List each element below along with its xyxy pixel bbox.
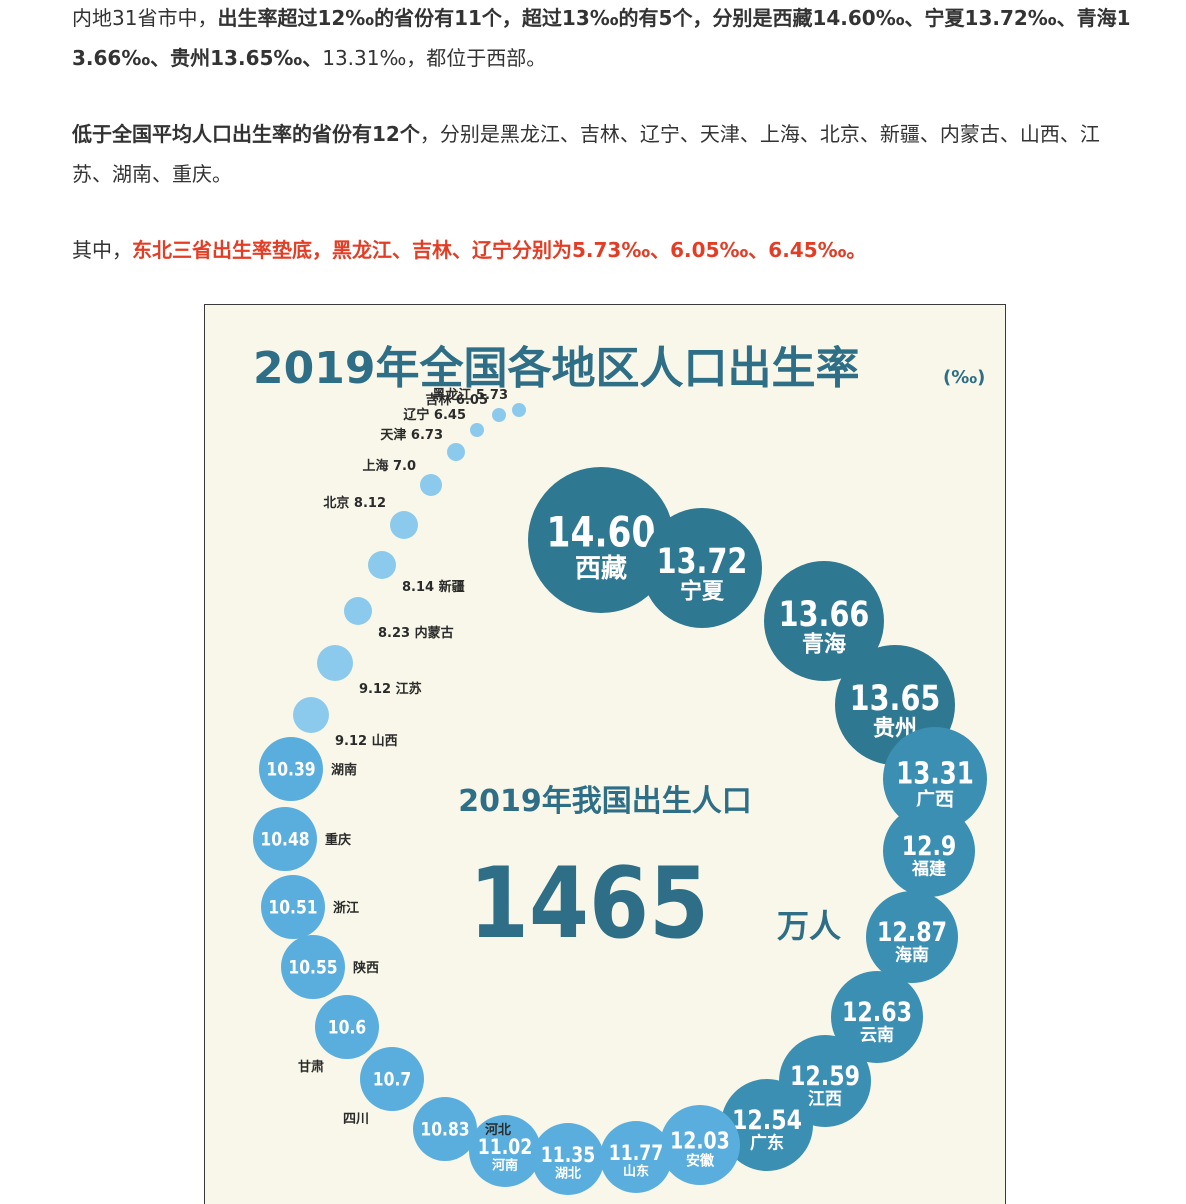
- bubble-name-5: 福建: [911, 858, 946, 879]
- bubble-label-24: 8.14 新疆: [402, 579, 465, 595]
- bubble-value-12: 11.35: [541, 1142, 595, 1167]
- bubble-21: [293, 697, 329, 733]
- bubble-name-7: 云南: [860, 1024, 894, 1045]
- bubble-name-19: 重庆: [325, 832, 351, 848]
- bubble-value-9: 12.54: [732, 1104, 802, 1136]
- bubble-name-2: 青海: [802, 631, 846, 657]
- bubble-label-23: 8.23 内蒙古: [378, 625, 454, 641]
- bubble-label-29: 吉林 6.05: [425, 392, 488, 408]
- bubble-27: [447, 443, 465, 461]
- bubble-value-15: 10.7: [373, 1069, 411, 1091]
- bubble-name-8: 江西: [808, 1089, 842, 1109]
- bubble-value-20: 10.39: [266, 759, 315, 781]
- bubble-18: [261, 875, 325, 939]
- center-unit: 万人: [777, 907, 841, 945]
- bubble-13: [469, 1115, 541, 1187]
- bubble-name-11: 山东: [623, 1163, 649, 1179]
- bubble-23: [344, 597, 372, 625]
- bubble-2: [764, 561, 884, 681]
- p2-tail: ，分别是黑龙江、吉林、辽宁、天津、上海、北京、新疆、内蒙古、山西、江苏、湖南、重…: [72, 122, 1100, 186]
- p2-bold: 低于全国平均人口出生率的省份有12个: [72, 122, 420, 146]
- bubble-14: [413, 1097, 477, 1161]
- bubble-name-0: 西藏: [575, 554, 627, 584]
- bubble-10: [660, 1105, 740, 1185]
- bubble-4: [883, 727, 987, 831]
- bubble-value-6: 12.87: [877, 916, 947, 948]
- bubble-11: [600, 1121, 672, 1193]
- bubble-name-10: 安徽: [686, 1152, 715, 1169]
- bubble-16: [315, 995, 379, 1059]
- bubble-value-2: 13.66: [779, 593, 870, 635]
- bubble-value-10: 12.03: [670, 1127, 730, 1154]
- chart-title-unit: (‰): [943, 367, 985, 388]
- bubble-name-18: 浙江: [333, 900, 359, 916]
- bubble-5: [883, 805, 975, 897]
- center-caption: 2019年我国出生人口: [458, 784, 752, 819]
- bubble-value-16: 10.6: [328, 1017, 366, 1039]
- bubble-7: [831, 971, 923, 1063]
- bubble-9: [721, 1079, 813, 1171]
- bubble-label-25: 北京 8.12: [323, 495, 386, 511]
- paragraph-northeast: 其中，东北三省出生率垫底，黑龙江、吉林、辽宁分别为5.73‰、6.05‰、6.4…: [72, 230, 1132, 270]
- bubble-label-22: 9.12 江苏: [359, 681, 422, 697]
- p3-intro: 其中，: [72, 238, 132, 262]
- bubble-22: [317, 645, 353, 681]
- bubble-28: [470, 423, 484, 437]
- bubble-6: [866, 891, 958, 983]
- bubble-12: [532, 1123, 604, 1195]
- bubble-label-30: 黑龙江 5.73: [432, 387, 508, 403]
- bubble-value-7: 12.63: [842, 996, 912, 1028]
- bubble-value-13: 11.02: [478, 1134, 532, 1159]
- p1-bold: 出生率超过12‰的省份有11个，超过13‰的有5个，分别是西藏14.60‰、宁夏…: [72, 6, 1131, 70]
- bubble-value-1: 13.72: [657, 540, 748, 582]
- bubble-20: [259, 737, 323, 801]
- p1-tail: 13.31‰，都位于西部。: [322, 46, 547, 70]
- bubble-value-17: 10.55: [288, 957, 337, 979]
- p3-highlight: 东北三省出生率垫底，黑龙江、吉林、辽宁分别为5.73‰、6.05‰、6.45‰。: [132, 238, 867, 262]
- bubble-name-1: 宁夏: [680, 578, 725, 604]
- bubble-name-20: 湖南: [331, 762, 357, 778]
- bubble-value-0: 14.60: [547, 508, 656, 557]
- bubble-26: [420, 474, 442, 496]
- paragraph-high-birth-rate: 内地31省市中，出生率超过12‰的省份有11个，超过13‰的有5个，分别是西藏1…: [72, 0, 1132, 78]
- bubble-1: [642, 508, 762, 628]
- bubble-value-8: 12.59: [790, 1060, 860, 1092]
- bubble-name-15: 四川: [343, 1112, 369, 1127]
- birth-rate-infographic: 2019年全国各地区人口出生率 (‰) 14.60 西藏 13.72 宁夏 13.66 青…: [204, 304, 1006, 1204]
- bubble-value-14: 10.83: [420, 1119, 469, 1141]
- bubble-label-28: 辽宁 6.45: [403, 407, 466, 423]
- bubble-25: [390, 511, 418, 539]
- bubble-30: [512, 403, 526, 417]
- bubble-name-6: 海南: [895, 944, 929, 965]
- bubble-name-4: 广西: [916, 787, 954, 810]
- bubble-29: [492, 408, 506, 422]
- bubble-value-5: 12.9: [902, 830, 957, 862]
- bubble-24: [368, 551, 396, 579]
- bubble-name-16: 甘肃: [298, 1059, 324, 1075]
- bubble-label-27: 天津 6.73: [380, 427, 443, 443]
- bubble-label-26: 上海 7.0: [362, 458, 416, 474]
- paragraph-below-average: 低于全国平均人口出生率的省份有12个，分别是黑龙江、吉林、辽宁、天津、上海、北京…: [72, 114, 1132, 194]
- bubble-15: [360, 1047, 424, 1111]
- bubble-value-19: 10.48: [260, 829, 309, 851]
- bubble-value-4: 13.31: [896, 757, 974, 791]
- bubble-value-18: 10.51: [268, 897, 317, 919]
- chart-title: 2019年全国各地区人口出生率: [253, 343, 859, 394]
- bubble-17: [281, 935, 345, 999]
- bubble-value-11: 11.77: [609, 1140, 663, 1165]
- bubble-name-14: 河北: [485, 1122, 511, 1138]
- bubble-name-12: 湖北: [555, 1166, 581, 1181]
- bubble-name-9: 广东: [750, 1132, 784, 1153]
- bubble-0: [528, 467, 674, 613]
- bubble-value-3: 13.65: [850, 677, 941, 719]
- center-value: 1465: [469, 846, 709, 961]
- bubble-19: [253, 807, 317, 871]
- bubble-label-21: 9.12 山西: [335, 733, 398, 749]
- bubble-name-13: 河南: [492, 1157, 518, 1173]
- p1-intro: 内地31省市中，: [72, 6, 218, 30]
- bubble-name-17: 陕西: [353, 960, 379, 976]
